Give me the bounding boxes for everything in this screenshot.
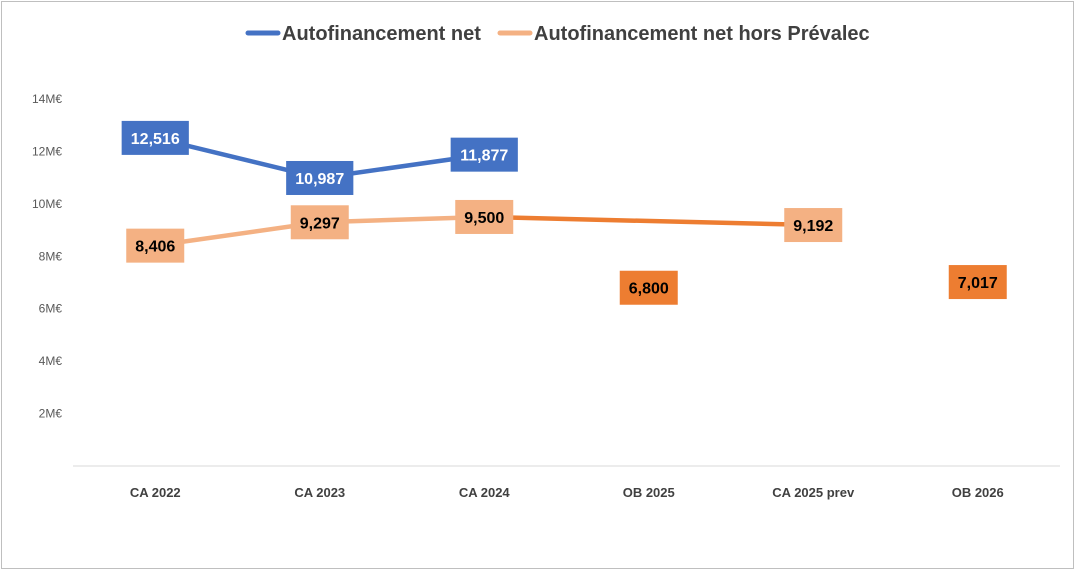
x-axis: CA 2022 CA 2023 CA 2024 OB 2025 CA 2025 prev… bbox=[130, 485, 1004, 500]
legend-label-2: Autofinancement net hors Prévalec bbox=[534, 23, 870, 45]
y-tick-label: 10M€ bbox=[32, 197, 62, 211]
legend: Autofinancement net Autofinancement net h… bbox=[245, 23, 870, 45]
series-1-data-label-box bbox=[450, 137, 518, 172]
y-tick-label: 4M€ bbox=[39, 354, 63, 368]
legend-label-1: Autofinancement net bbox=[282, 23, 481, 45]
standalone-data-label-box bbox=[948, 265, 1007, 300]
y-tick-label: 14M€ bbox=[32, 92, 62, 106]
series-1-data-label: 11,877 bbox=[460, 148, 508, 165]
series-2-data-label: 9,192 bbox=[793, 218, 833, 235]
y-axis: 14M€ 12M€ 10M€ 8M€ 6M€ 4M€ 2M€ bbox=[32, 92, 62, 421]
x-tick-label: OB 2025 bbox=[623, 485, 675, 500]
y-tick-label: 2M€ bbox=[39, 407, 63, 421]
x-tick-label: CA 2024 bbox=[459, 485, 511, 500]
standalone-data-label: 7,017 bbox=[958, 275, 998, 292]
series-2-segment bbox=[482, 214, 816, 228]
series-2-data-label-box bbox=[784, 208, 843, 243]
series-1-data-label-box bbox=[286, 160, 354, 195]
standalone-data-label: 6,800 bbox=[629, 281, 669, 298]
y-tick-label: 6M€ bbox=[39, 302, 63, 316]
series-1-data-label: 10,987 bbox=[295, 171, 344, 188]
standalone-data-label-box bbox=[619, 270, 678, 305]
y-tick-label: 12M€ bbox=[32, 144, 62, 158]
series-2-data-label: 9,297 bbox=[300, 215, 340, 232]
y-tick-label: 8M€ bbox=[39, 249, 63, 263]
x-tick-label: OB 2026 bbox=[952, 485, 1004, 500]
x-tick-label: CA 2023 bbox=[294, 485, 345, 500]
series-1-data-label: 12,516 bbox=[131, 131, 180, 148]
data-labels: 12,516 10,987 11,877 8,406 9,297 9,500 9,192 6,… bbox=[121, 120, 1007, 305]
series-2-data-label-box bbox=[126, 228, 185, 263]
x-tick-label: CA 2025 prev bbox=[772, 485, 855, 500]
series-1-data-label-box bbox=[121, 120, 189, 155]
series-2-data-label: 9,500 bbox=[464, 210, 504, 227]
series-2-data-label-box bbox=[290, 205, 349, 240]
x-tick-label: CA 2022 bbox=[130, 485, 181, 500]
series-2-data-label: 8,406 bbox=[135, 239, 175, 256]
series-2-data-label-box bbox=[455, 199, 514, 234]
